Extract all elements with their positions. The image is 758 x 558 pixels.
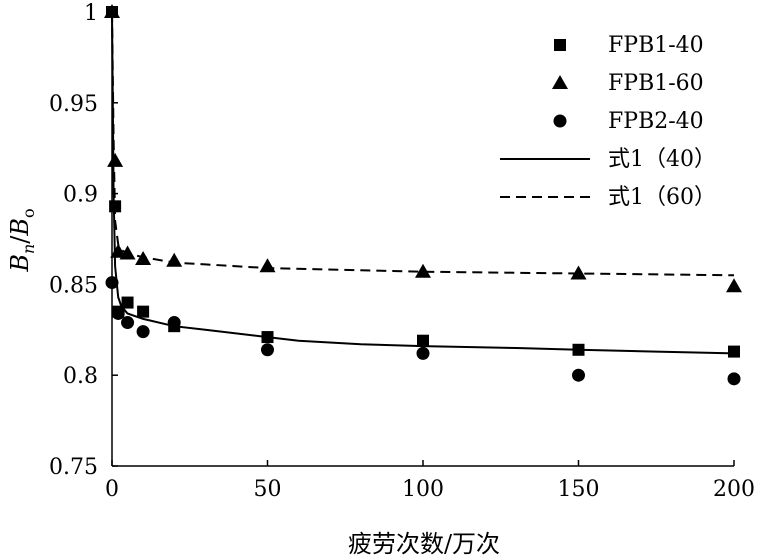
- data-point-triangle: [107, 152, 124, 167]
- legend-marker-circle: [553, 114, 567, 128]
- y-tick-label: 0.75: [49, 455, 98, 480]
- legend-label: FPB1-40: [608, 33, 704, 58]
- data-point-square: [417, 334, 429, 347]
- data-point-triangle: [119, 245, 136, 260]
- legend-label: FPB2-40: [608, 109, 704, 134]
- data-markers: [104, 4, 742, 386]
- x-tick-label: 0: [105, 477, 119, 502]
- y-tick-label: 1: [84, 1, 98, 26]
- legend-label: 式1（40）: [608, 147, 716, 172]
- y-axis-title: Bn/Bo: [6, 208, 38, 272]
- data-point-circle: [111, 306, 125, 320]
- data-point-triangle: [259, 258, 276, 273]
- data-point-square: [261, 331, 274, 344]
- y-tick-label: 0.85: [49, 273, 98, 298]
- fit-curve-solid: [111, 11, 735, 355]
- data-point-square: [572, 343, 585, 356]
- data-point-square: [109, 200, 122, 213]
- y-tick-label: 0.8: [63, 364, 98, 389]
- x-tick-label: 200: [713, 477, 755, 502]
- x-tick-label: 100: [402, 477, 444, 502]
- data-point-circle: [727, 372, 741, 386]
- data-point-circle: [416, 346, 430, 360]
- data-point-triangle: [570, 265, 587, 280]
- data-point-triangle: [110, 243, 127, 258]
- legend-label: 式1（60）: [608, 185, 716, 210]
- legend-marker-triangle: [552, 75, 568, 89]
- y-tick-label: 0.95: [49, 92, 98, 117]
- data-point-triangle: [415, 263, 431, 278]
- data-point-triangle: [104, 4, 120, 18]
- legend-label: FPB1-60: [608, 71, 704, 96]
- fitted-curves: [111, 11, 735, 355]
- data-point-circle: [105, 276, 119, 290]
- data-point-triangle: [135, 250, 152, 265]
- data-point-square: [728, 345, 740, 358]
- data-point-square: [137, 305, 150, 318]
- data-point-square: [121, 296, 134, 309]
- data-point-circle: [136, 325, 150, 339]
- legend-marker-square: [554, 39, 566, 51]
- x-tick-label: 50: [254, 477, 282, 502]
- data-point-triangle: [726, 278, 742, 293]
- axes: 0 50 100 150 200 0.75 0.8 0.85 0.9 0.95 1: [49, 1, 755, 502]
- data-point-circle: [121, 316, 135, 330]
- x-tick-label: 150: [558, 477, 600, 502]
- data-point-circle: [572, 368, 585, 382]
- x-axis-title: 疲劳次数/万次: [348, 530, 500, 558]
- data-point-triangle: [166, 252, 183, 267]
- data-point-circle: [261, 343, 274, 357]
- y-tick-label: 0.9: [63, 183, 98, 208]
- data-point-circle: [167, 316, 181, 330]
- legend: FPB1-40 FPB1-60 FPB2-40 式1（40） 式1（60）: [500, 33, 716, 210]
